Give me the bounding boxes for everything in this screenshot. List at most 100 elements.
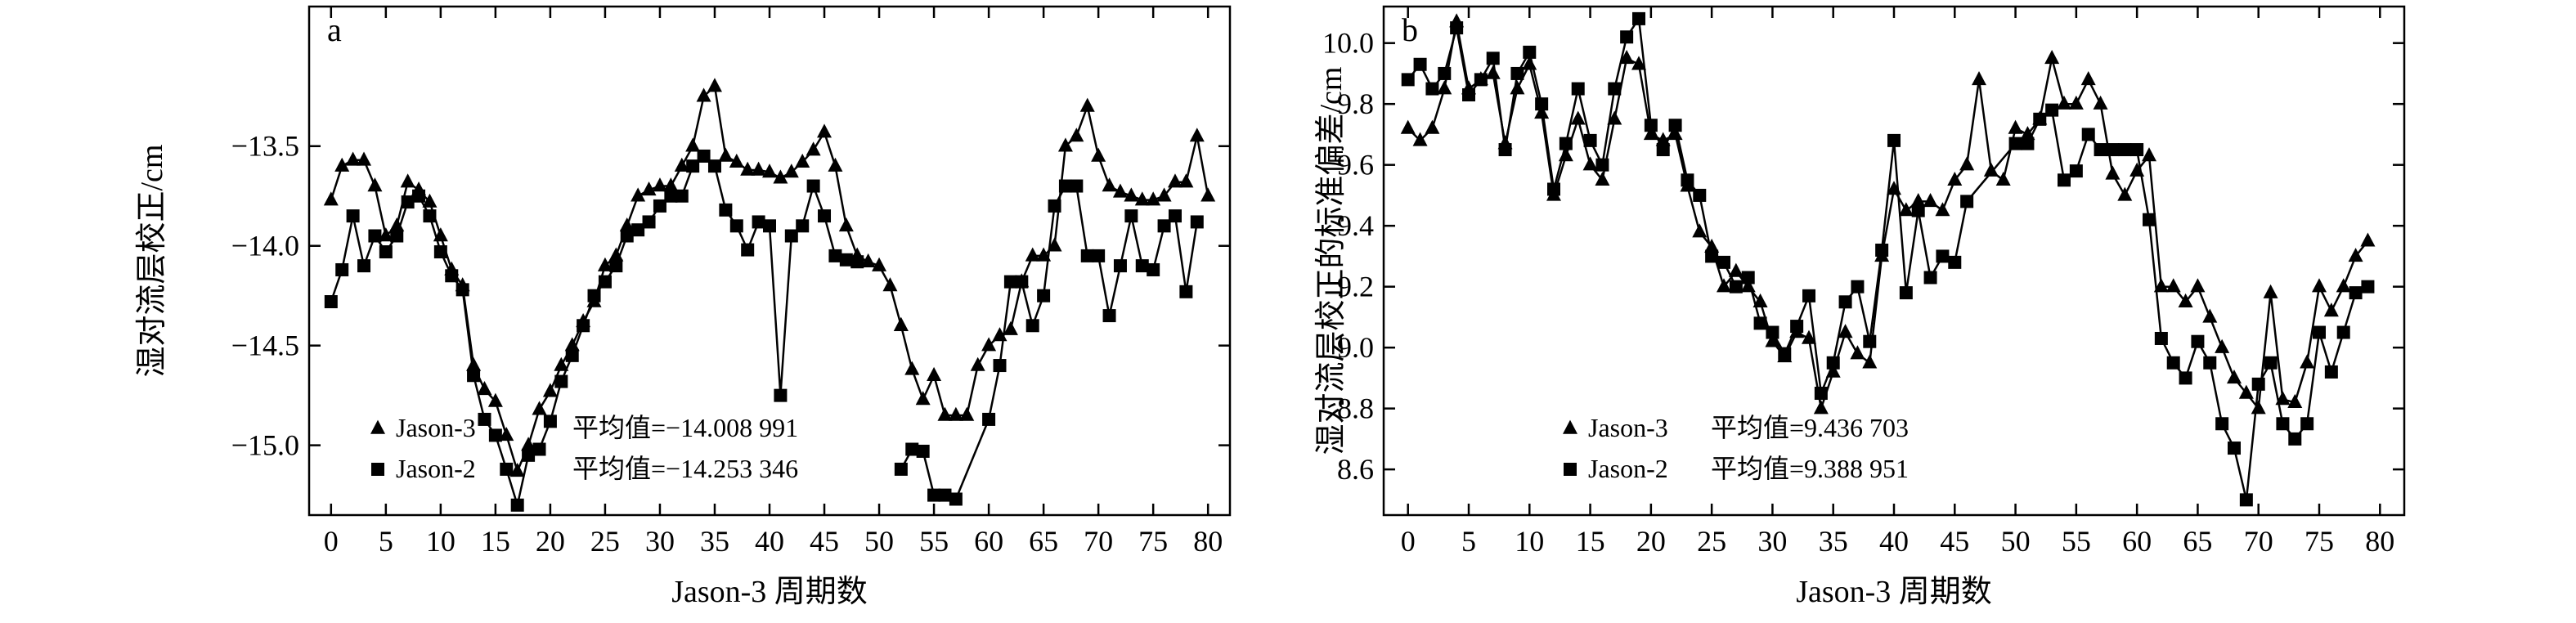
data-point-jason-2 [729, 219, 743, 233]
data-point-jason-2 [2324, 365, 2338, 379]
data-point-jason-3 [2117, 186, 2133, 201]
data-point-jason-3 [783, 164, 799, 178]
data-point-jason-3 [499, 427, 514, 441]
data-point-jason-2 [1729, 280, 1743, 294]
legend-marker-jason-3 [370, 419, 385, 434]
data-point-jason-2 [2033, 112, 2047, 126]
data-point-jason-3 [1570, 110, 1586, 125]
data-point-jason-3 [1607, 110, 1622, 125]
data-point-jason-2 [565, 348, 579, 362]
data-point-jason-3 [1752, 293, 1768, 308]
panel-label-b: b [1402, 11, 1418, 48]
legend-a: Jason-3 平均值=−14.008 991 Jason-2 平均值=−14.253… [370, 413, 798, 483]
data-point-jason-3 [828, 157, 843, 172]
x-tick-label: 20 [536, 525, 565, 558]
data-point-jason-2 [1401, 73, 1415, 87]
data-point-jason-2 [1911, 204, 1925, 217]
data-point-jason-2 [1838, 295, 1852, 309]
data-point-jason-2 [335, 262, 349, 276]
legend-mean-jason-2: 平均值=9.388 951 [1711, 454, 1909, 483]
data-point-jason-2 [1102, 309, 1116, 323]
panel-b: b Jason-3 周期数 湿对流层校正的标准偏差/cm 0 5 10 15 20 25 3… [1314, 5, 2406, 609]
data-point-jason-3 [707, 78, 722, 92]
legend-b: Jason-3 平均值=9.436 703 Jason-2 平均值=9.388 951 [1563, 413, 1909, 483]
data-point-jason-2 [828, 249, 842, 262]
series-line-jason-3 [900, 102, 1209, 417]
data-point-jason-3 [357, 151, 372, 166]
data-point-jason-2 [1778, 347, 1792, 361]
data-point-jason-2 [1070, 179, 1084, 193]
data-point-jason-2 [478, 412, 491, 426]
data-point-jason-3 [959, 406, 975, 421]
data-point-jason-3 [2360, 232, 2376, 247]
data-point-jason-2 [675, 189, 689, 203]
data-point-jason-3 [2202, 308, 2218, 323]
data-point-jason-3 [2105, 165, 2120, 180]
data-point-jason-3 [981, 337, 997, 352]
data-point-jason-3 [1057, 137, 1073, 152]
data-point-jason-2 [850, 255, 864, 269]
data-point-jason-2 [522, 448, 536, 462]
data-point-jason-2 [653, 199, 666, 213]
data-point-jason-2 [719, 203, 733, 217]
data-point-jason-2 [763, 219, 776, 233]
data-point-jason-3 [2068, 95, 2084, 110]
data-point-jason-2 [543, 415, 557, 428]
x-tick-label: 40 [1879, 525, 1909, 558]
x-tick-label: 10 [1515, 525, 1544, 558]
data-point-jason-3 [389, 217, 405, 232]
data-point-jason-2 [1474, 73, 1488, 87]
data-point-jason-3 [1437, 80, 1452, 95]
data-point-jason-2 [631, 223, 645, 237]
data-point-jason-2 [774, 388, 788, 402]
data-point-jason-3 [1091, 147, 1106, 162]
data-point-jason-2 [368, 229, 382, 243]
data-point-jason-3 [795, 153, 810, 168]
data-point-jason-2 [2008, 137, 2022, 150]
x-tick-label: 55 [919, 525, 949, 558]
x-tick-label: 50 [2001, 525, 2031, 558]
y-axis-label-a: 湿对流层校正/cm [135, 145, 169, 378]
data-point-jason-3 [1704, 238, 1720, 253]
x-tick-label: 25 [1697, 525, 1726, 558]
data-point-jason-3 [532, 401, 547, 415]
data-point-jason-3 [1813, 400, 1829, 415]
data-point-jason-3 [773, 169, 788, 184]
data-point-jason-2 [1003, 275, 1017, 289]
data-point-jason-2 [916, 444, 930, 458]
data-point-jason-2 [784, 229, 798, 243]
x-tick-label: 35 [700, 525, 729, 558]
data-point-jason-3 [521, 437, 536, 451]
data-point-jason-3 [1667, 126, 1683, 141]
data-point-jason-2 [1790, 320, 1804, 334]
data-point-jason-3 [1156, 187, 1172, 202]
panel-label-a: a [327, 11, 342, 48]
data-point-jason-3 [718, 147, 734, 162]
data-point-jason-2 [598, 275, 612, 289]
data-point-jason-3 [554, 356, 569, 371]
data-point-jason-2 [894, 462, 908, 476]
data-point-jason-2 [1741, 271, 1755, 285]
data-point-jason-3 [367, 177, 383, 192]
data-point-jason-2 [2300, 417, 2314, 431]
data-point-jason-3 [1200, 187, 1216, 202]
data-point-jason-3 [893, 316, 909, 332]
data-point-jason-3 [1485, 65, 1501, 79]
data-point-jason-3 [2323, 303, 2339, 317]
series-group-b [1400, 11, 2376, 507]
data-point-jason-3 [1643, 126, 1658, 141]
data-point-jason-2 [2191, 334, 2205, 348]
x-tick-label: 30 [1757, 525, 1787, 558]
data-point-jason-3 [542, 383, 558, 397]
data-point-jason-3 [2153, 278, 2169, 293]
data-point-jason-2 [1851, 280, 1865, 294]
data-point-jason-2 [993, 359, 1007, 373]
data-point-jason-3 [2336, 278, 2351, 293]
data-point-jason-2 [686, 159, 700, 173]
y-tick-label: 9.0 [1337, 331, 1374, 364]
y-tick-label: −15.0 [231, 429, 299, 462]
data-point-jason-2 [346, 209, 360, 223]
data-point-jason-3 [466, 356, 482, 371]
data-point-jason-3 [1146, 191, 1161, 206]
